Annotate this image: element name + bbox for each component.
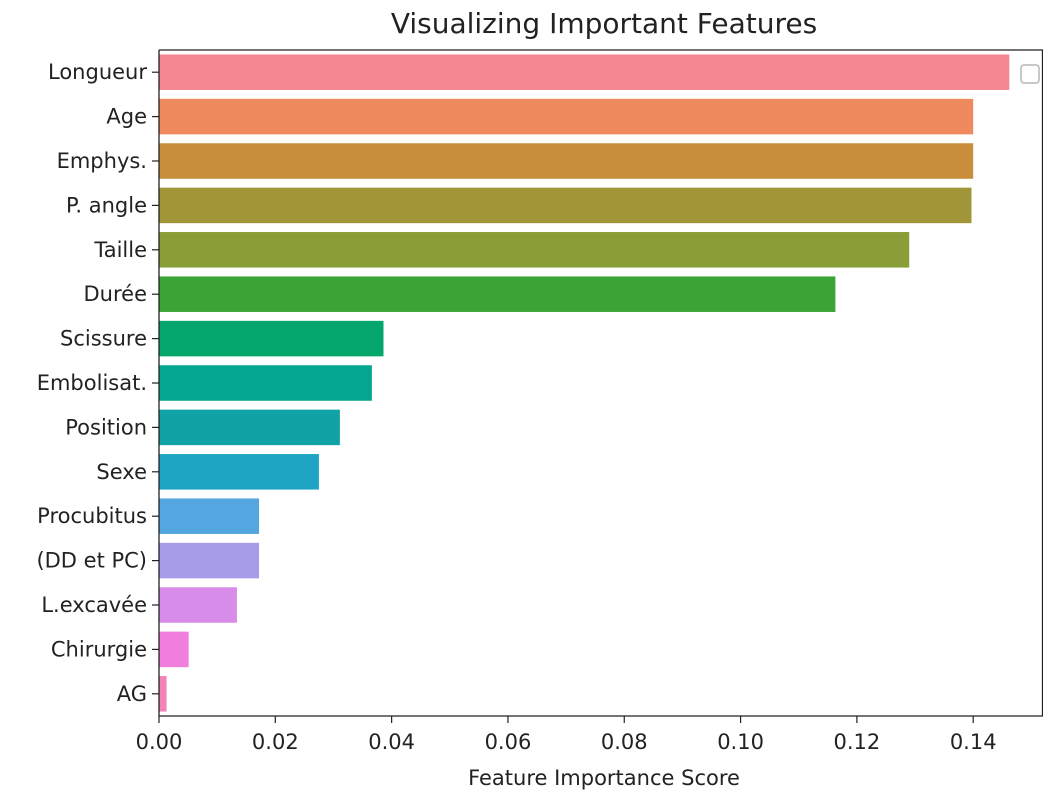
y-tick-label: Longueur xyxy=(48,60,147,84)
bar-7 xyxy=(159,365,372,401)
bar-14 xyxy=(159,676,167,712)
x-ticks: 0.00 0.02 0.04 0.06 0.08 0.10 0.12 0.14 xyxy=(136,716,997,754)
y-tick-label: Embolisat. xyxy=(37,371,147,395)
y-tick-label: Sexe xyxy=(96,460,147,484)
y-tick-label: Age xyxy=(106,105,147,129)
bar-0 xyxy=(159,54,1009,90)
legend-handle xyxy=(1021,65,1039,83)
y-tick-label: L.excavée xyxy=(41,593,147,617)
bar-12 xyxy=(159,587,237,623)
y-tick-label: Procubitus xyxy=(37,504,147,528)
y-tick-label: AG xyxy=(117,682,147,706)
bar-4 xyxy=(159,232,909,268)
x-tick-label: 0.14 xyxy=(950,730,997,754)
bar-11 xyxy=(159,543,259,579)
bar-13 xyxy=(159,632,189,668)
bar-5 xyxy=(159,276,835,312)
y-tick-label: Emphys. xyxy=(57,149,147,173)
x-axis-label: Feature Importance Score xyxy=(468,766,740,790)
bar-9 xyxy=(159,454,319,490)
y-tick-label: Position xyxy=(65,415,147,439)
y-tick-label: (DD et PC) xyxy=(36,549,147,573)
x-tick-label: 0.00 xyxy=(136,730,183,754)
bar-1 xyxy=(159,99,973,135)
y-tick-label: Scissure xyxy=(60,327,147,351)
y-tick-label: Chirurgie xyxy=(51,637,147,661)
bar-10 xyxy=(159,498,259,534)
x-tick-label: 0.04 xyxy=(368,730,415,754)
x-tick-label: 0.08 xyxy=(601,730,648,754)
bar-8 xyxy=(159,410,340,446)
x-tick-label: 0.12 xyxy=(834,730,881,754)
x-tick-label: 0.10 xyxy=(717,730,764,754)
bar-3 xyxy=(159,188,971,224)
chart-title: Visualizing Important Features xyxy=(391,7,817,40)
bar-2 xyxy=(159,143,973,179)
y-tick-label: Durée xyxy=(84,282,148,306)
x-tick-label: 0.06 xyxy=(485,730,532,754)
bar-6 xyxy=(159,321,383,357)
y-tick-label: P. angle xyxy=(66,193,147,217)
y-tick-label: Taille xyxy=(93,238,147,262)
bars-group xyxy=(159,54,1009,711)
y-tick-labels: Longueur Age Emphys. P. angle Taille Durée Sci… xyxy=(36,60,147,706)
x-tick-label: 0.02 xyxy=(252,730,299,754)
